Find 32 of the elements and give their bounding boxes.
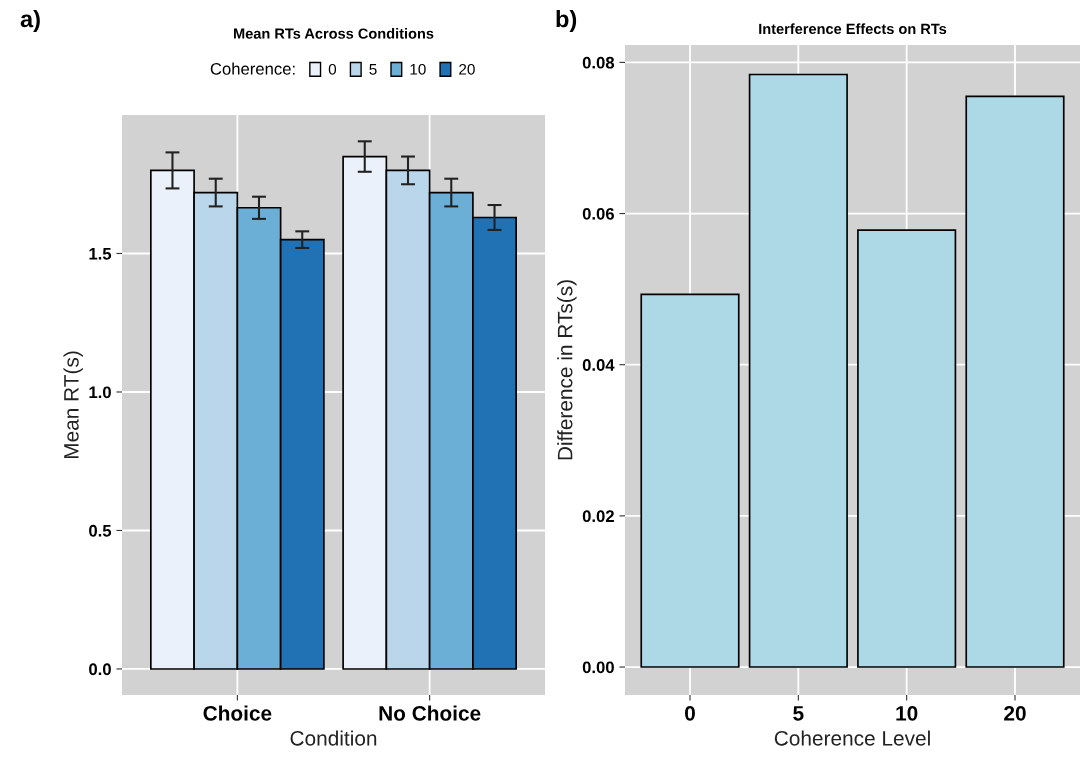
- x-tick-label: 0: [685, 705, 695, 721]
- bar: [748, 73, 848, 668]
- bar: [857, 229, 957, 668]
- bar: [965, 95, 1065, 668]
- text: b): [556, 10, 577, 33]
- bar: [640, 293, 740, 668]
- y-tick-label: 0.02: [582, 510, 614, 523]
- y-tick-label: 0.5: [89, 524, 112, 537]
- x-axis-title: Condition: [290, 730, 377, 746]
- x-tick-label: Choice: [203, 705, 272, 721]
- x-tick-label: No Choice: [379, 705, 481, 721]
- y-tick-label: 0.08: [582, 56, 615, 69]
- text: a): [20, 10, 40, 33]
- legend-label: 20: [459, 63, 475, 75]
- y-tick-label: 0.00: [582, 661, 614, 674]
- y-tick-label: 0.0: [89, 663, 111, 676]
- x-axis-title: Coherence Level: [774, 730, 930, 746]
- legend-label: 5: [369, 64, 377, 75]
- y-tick-label: 1.0: [89, 386, 111, 399]
- y-tick-label: 1.5: [89, 248, 112, 260]
- legend-label: 0: [328, 63, 337, 75]
- y-tick-label: 0.06: [582, 207, 614, 220]
- x-tick-label: 5: [793, 706, 804, 721]
- chart-title: Interference Effects on RTs: [759, 23, 947, 35]
- x-tick-label: 10: [896, 705, 918, 721]
- chart-title: Mean RTs Across Conditions: [234, 28, 434, 39]
- legend-title: Coherence:: [210, 62, 295, 75]
- y-tick-label: 0.04: [582, 359, 615, 371]
- legend-label: 10: [410, 63, 426, 75]
- y-axis-title: Difference in RTs(s): [557, 280, 577, 460]
- x-tick-label: 20: [1004, 705, 1026, 721]
- y-axis-title: Mean RT(s): [63, 351, 83, 459]
